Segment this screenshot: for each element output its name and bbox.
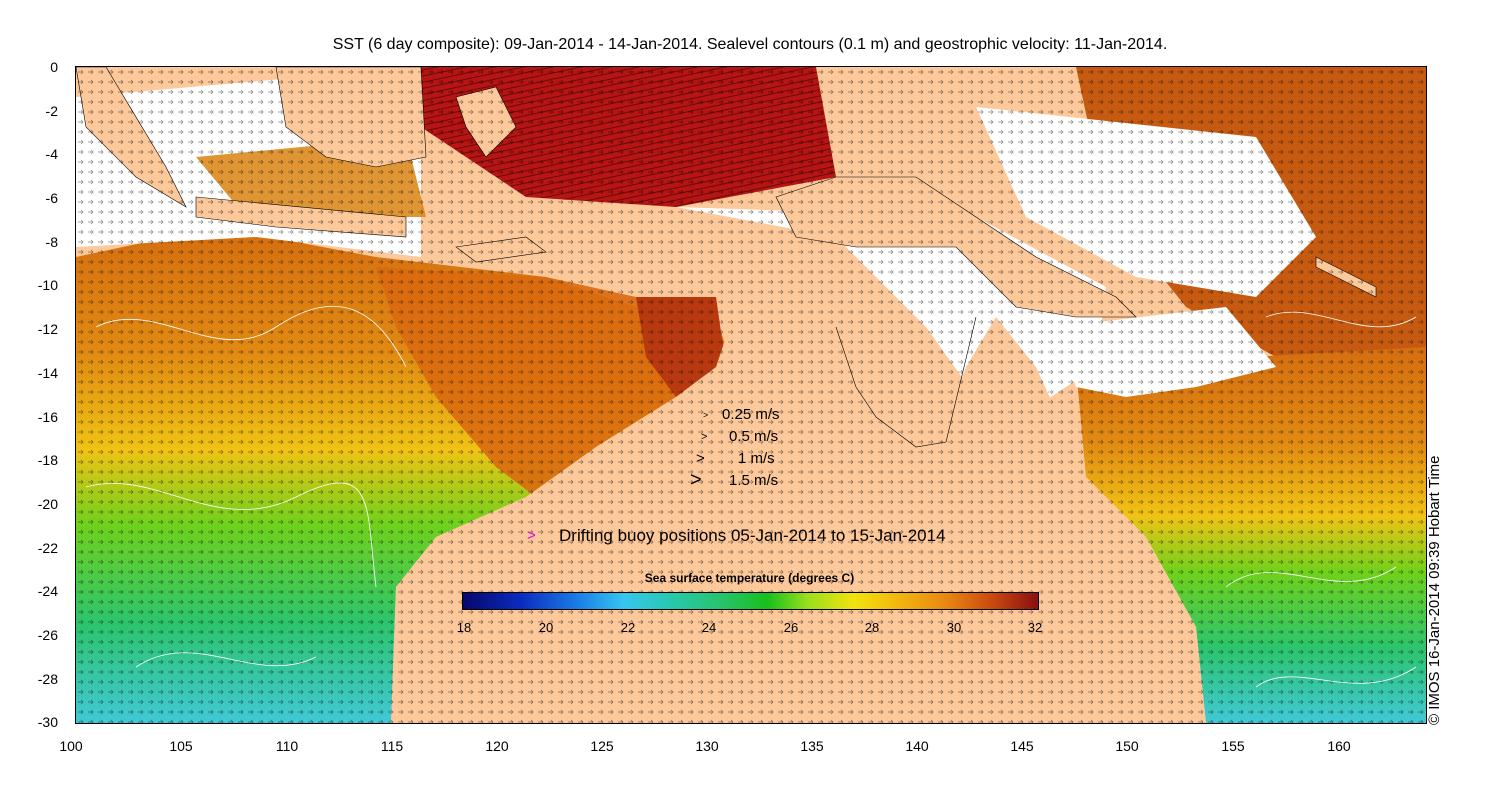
x-tick: 115 bbox=[380, 738, 404, 754]
velocity-legend-label: 0.5 m/s bbox=[729, 428, 779, 445]
x-tick: 150 bbox=[1115, 738, 1139, 754]
x-tick: 145 bbox=[1010, 738, 1034, 754]
y-tick: -26 bbox=[37, 627, 58, 643]
y-tick: -12 bbox=[37, 321, 58, 337]
y-tick: -28 bbox=[37, 671, 58, 687]
y-tick: -16 bbox=[37, 409, 58, 425]
x-tick: 125 bbox=[590, 738, 614, 754]
sst-colorbar bbox=[462, 592, 1039, 610]
y-tick: -18 bbox=[37, 452, 58, 468]
colorbar-tick: 28 bbox=[864, 620, 880, 635]
y-tick: -6 bbox=[45, 190, 58, 206]
colorbar-tick: 26 bbox=[783, 620, 799, 635]
y-tick: -14 bbox=[37, 365, 58, 381]
velocity-legend-label: 1.5 m/s bbox=[729, 472, 779, 489]
x-tick: 110 bbox=[275, 738, 299, 754]
y-tick: -30 bbox=[37, 714, 58, 730]
sealevel-contour bbox=[1255, 666, 1417, 688]
colorbar-tick: 24 bbox=[701, 620, 717, 635]
x-tick: 120 bbox=[485, 738, 509, 754]
colorbar-tick: 32 bbox=[1027, 620, 1043, 635]
sealevel-contour bbox=[1225, 566, 1397, 588]
y-tick: -24 bbox=[37, 583, 58, 599]
x-tick: 130 bbox=[695, 738, 719, 754]
velocity-arrow-icon: > bbox=[701, 431, 708, 443]
x-tick: 135 bbox=[800, 738, 824, 754]
y-tick: -2 bbox=[45, 103, 58, 119]
velocity-arrow-icon: > bbox=[703, 410, 709, 420]
x-tick: 100 bbox=[59, 738, 83, 754]
y-tick: -20 bbox=[37, 496, 58, 512]
y-tick: -4 bbox=[45, 146, 58, 162]
velocity-arrow-icon: > bbox=[690, 469, 702, 491]
velocity-legend-label: 1 m/s bbox=[738, 450, 775, 467]
map-title: SST (6 day composite): 09-Jan-2014 - 14-… bbox=[332, 36, 1168, 53]
velocity-arrow-icon: > bbox=[696, 450, 705, 467]
buoy-marker-icon: > bbox=[527, 527, 536, 544]
x-tick: 155 bbox=[1221, 738, 1245, 754]
sealevel-contour bbox=[85, 482, 377, 588]
sealevel-contour bbox=[95, 305, 407, 368]
y-tick: -10 bbox=[37, 277, 58, 293]
x-tick: 105 bbox=[169, 738, 193, 754]
imos-credit: © IMOS 16-Jan-2014 09:39 Hobart Time bbox=[1426, 455, 1443, 725]
sealevel-contour bbox=[1265, 311, 1417, 328]
y-tick: -22 bbox=[37, 540, 58, 556]
x-tick: 140 bbox=[905, 738, 929, 754]
sst-map-svg bbox=[76, 67, 1426, 723]
colorbar-tick: 22 bbox=[620, 620, 636, 635]
geostrophic-velocity-arrows bbox=[76, 67, 1426, 723]
buoy-legend-label: Drifting buoy positions 05-Jan-2014 to 1… bbox=[559, 526, 946, 545]
colorbar-tick: 18 bbox=[456, 620, 472, 635]
x-tick: 160 bbox=[1327, 738, 1351, 754]
y-tick: 0 bbox=[50, 59, 58, 75]
y-tick: -8 bbox=[45, 234, 58, 250]
sealevel-contour bbox=[135, 652, 317, 668]
velocity-legend-label: 0.25 m/s bbox=[722, 406, 780, 423]
colorbar-title: Sea surface temperature (degrees C) bbox=[644, 571, 855, 585]
map-plot-area[interactable] bbox=[75, 66, 1427, 724]
colorbar-tick: 20 bbox=[538, 620, 554, 635]
colorbar-tick: 30 bbox=[946, 620, 962, 635]
